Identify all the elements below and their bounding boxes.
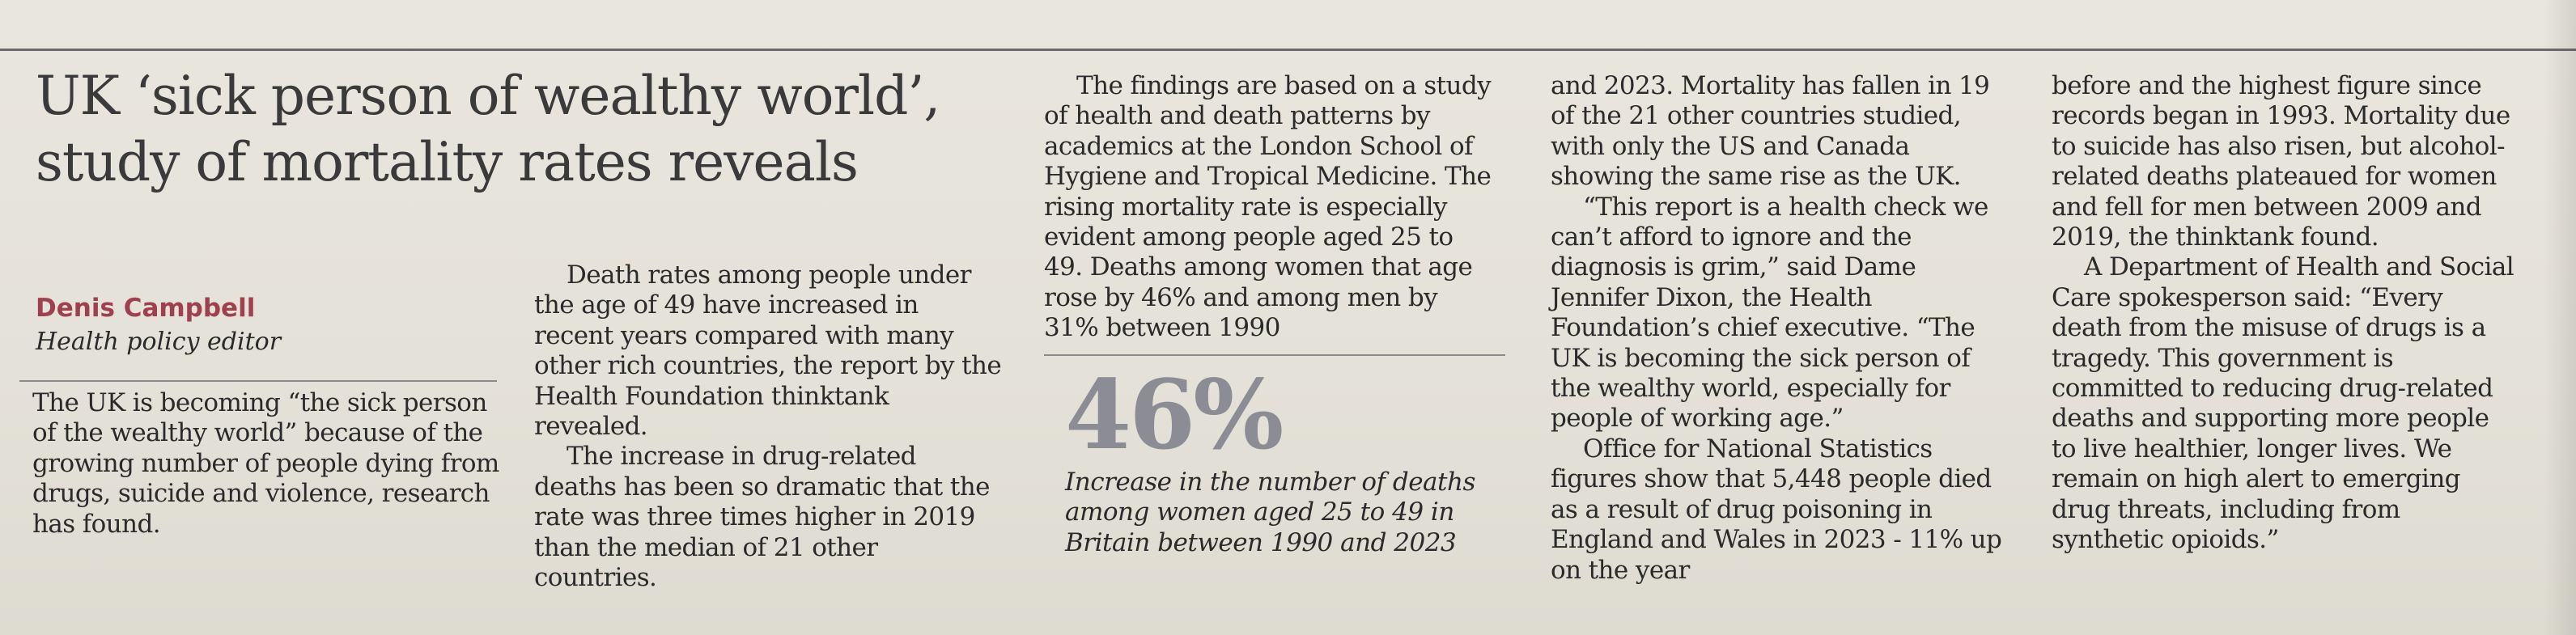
paragraph: and 2023. Mortality has fallen in 19 of …	[1551, 71, 1990, 192]
byline-divider	[19, 380, 497, 382]
paragraph: “This report is a health check we can’t …	[1551, 192, 1988, 434]
paragraph: The findings are based on a study of hea…	[1044, 71, 1492, 343]
paragraph: before and the highest figure since reco…	[2052, 71, 2510, 252]
pullquote-stat: 46%	[1065, 358, 1284, 471]
author-name: Denis Campbell	[36, 294, 256, 323]
page-edge-shadow	[2544, 0, 2576, 635]
column-2: Death rates among people under the age o…	[534, 260, 1004, 593]
paragraph: Office for National Statistics figures s…	[1551, 434, 2002, 585]
paragraph: The increase in drug-related deaths has …	[534, 442, 990, 593]
column-4: and 2023. Mortality has fallen in 19 of …	[1551, 71, 2008, 586]
pullquote-caption: Increase in the number of deaths among w…	[1065, 468, 1475, 557]
column-3: The findings are based on a study of hea…	[1044, 71, 1497, 344]
top-rule	[0, 49, 2576, 51]
pullquote-divider	[1044, 354, 1505, 356]
column-5: before and the highest figure since reco…	[2052, 71, 2517, 556]
author-role: Health policy editor	[36, 328, 282, 356]
byline: Denis Campbell Health policy editor	[36, 291, 505, 359]
paragraph: Death rates among people under the age o…	[534, 260, 1002, 442]
paragraph: The UK is becoming “the sick person of t…	[32, 388, 499, 539]
column-1: The UK is becoming “the sick person of t…	[32, 388, 502, 540]
headline: UK ‘sick person of wealthy world’, study…	[36, 65, 940, 193]
paragraph: A Department of Health and Social Care s…	[2052, 252, 2514, 555]
